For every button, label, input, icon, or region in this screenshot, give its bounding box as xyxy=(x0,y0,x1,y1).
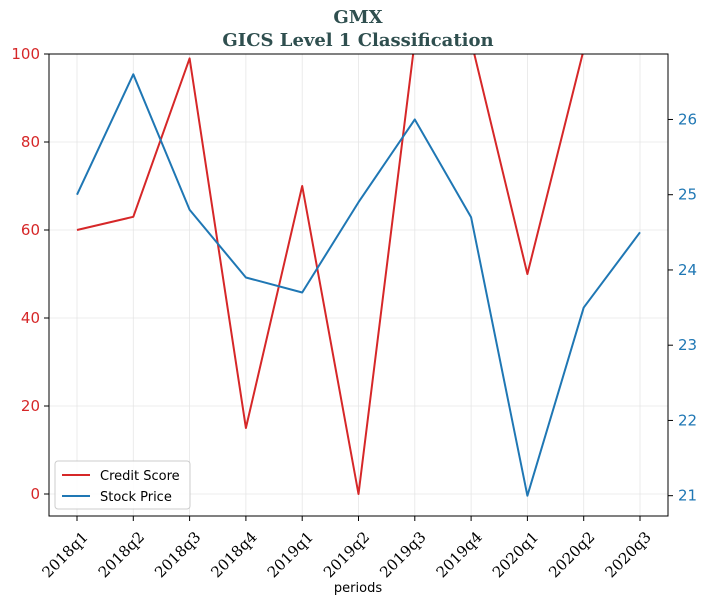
right-y-axis: 21 22 23 24 25 26 xyxy=(668,110,697,505)
right-tick-label: 25 xyxy=(678,186,697,204)
right-tick-label: 21 xyxy=(678,487,697,505)
x-tick-label: 2019q3 xyxy=(376,528,429,581)
left-tick-label: 60 xyxy=(21,221,40,239)
x-tick-label: 2018q4 xyxy=(207,528,260,581)
right-tick-label: 24 xyxy=(678,261,697,279)
left-y-axis: 0 20 40 60 80 100 xyxy=(11,45,49,503)
series-line-credit-score xyxy=(76,54,584,495)
x-axis: 2018q1 2018q2 2018q3 2018q4 2019q1 2019q2 2019… xyxy=(38,516,655,581)
left-tick-label: 40 xyxy=(21,309,40,327)
x-axis-label: periods xyxy=(334,581,382,596)
x-tick-label: 2019q1 xyxy=(264,528,317,581)
legend-label-stock-price: Stock Price xyxy=(100,490,172,505)
chart-title: GMX xyxy=(333,7,382,28)
legend-label-credit-score: Credit Score xyxy=(100,469,180,484)
left-tick-label: 0 xyxy=(30,485,40,503)
x-tick-label: 2020q3 xyxy=(601,528,654,581)
x-tick-label: 2019q2 xyxy=(320,528,373,581)
x-tick-label: 2019q4 xyxy=(433,528,486,581)
series-layer xyxy=(76,54,641,497)
chart-subtitle: GICS Level 1 Classification xyxy=(222,30,493,51)
right-tick-label: 26 xyxy=(678,110,697,128)
grid xyxy=(49,53,668,516)
x-tick-label: 2018q1 xyxy=(38,528,91,581)
left-tick-label: 80 xyxy=(21,133,40,151)
right-tick-label: 22 xyxy=(678,411,697,429)
legend: Credit Score Stock Price xyxy=(54,460,191,510)
right-tick-label: 23 xyxy=(678,336,697,354)
series-line-stock-price xyxy=(76,73,641,497)
x-tick-label: 2018q3 xyxy=(151,528,204,581)
left-tick-label: 100 xyxy=(11,45,40,63)
x-tick-label: 2018q2 xyxy=(95,528,148,581)
left-tick-label: 20 xyxy=(21,397,40,415)
x-tick-label: 2020q2 xyxy=(545,528,598,581)
x-tick-label: 2020q1 xyxy=(489,528,542,581)
